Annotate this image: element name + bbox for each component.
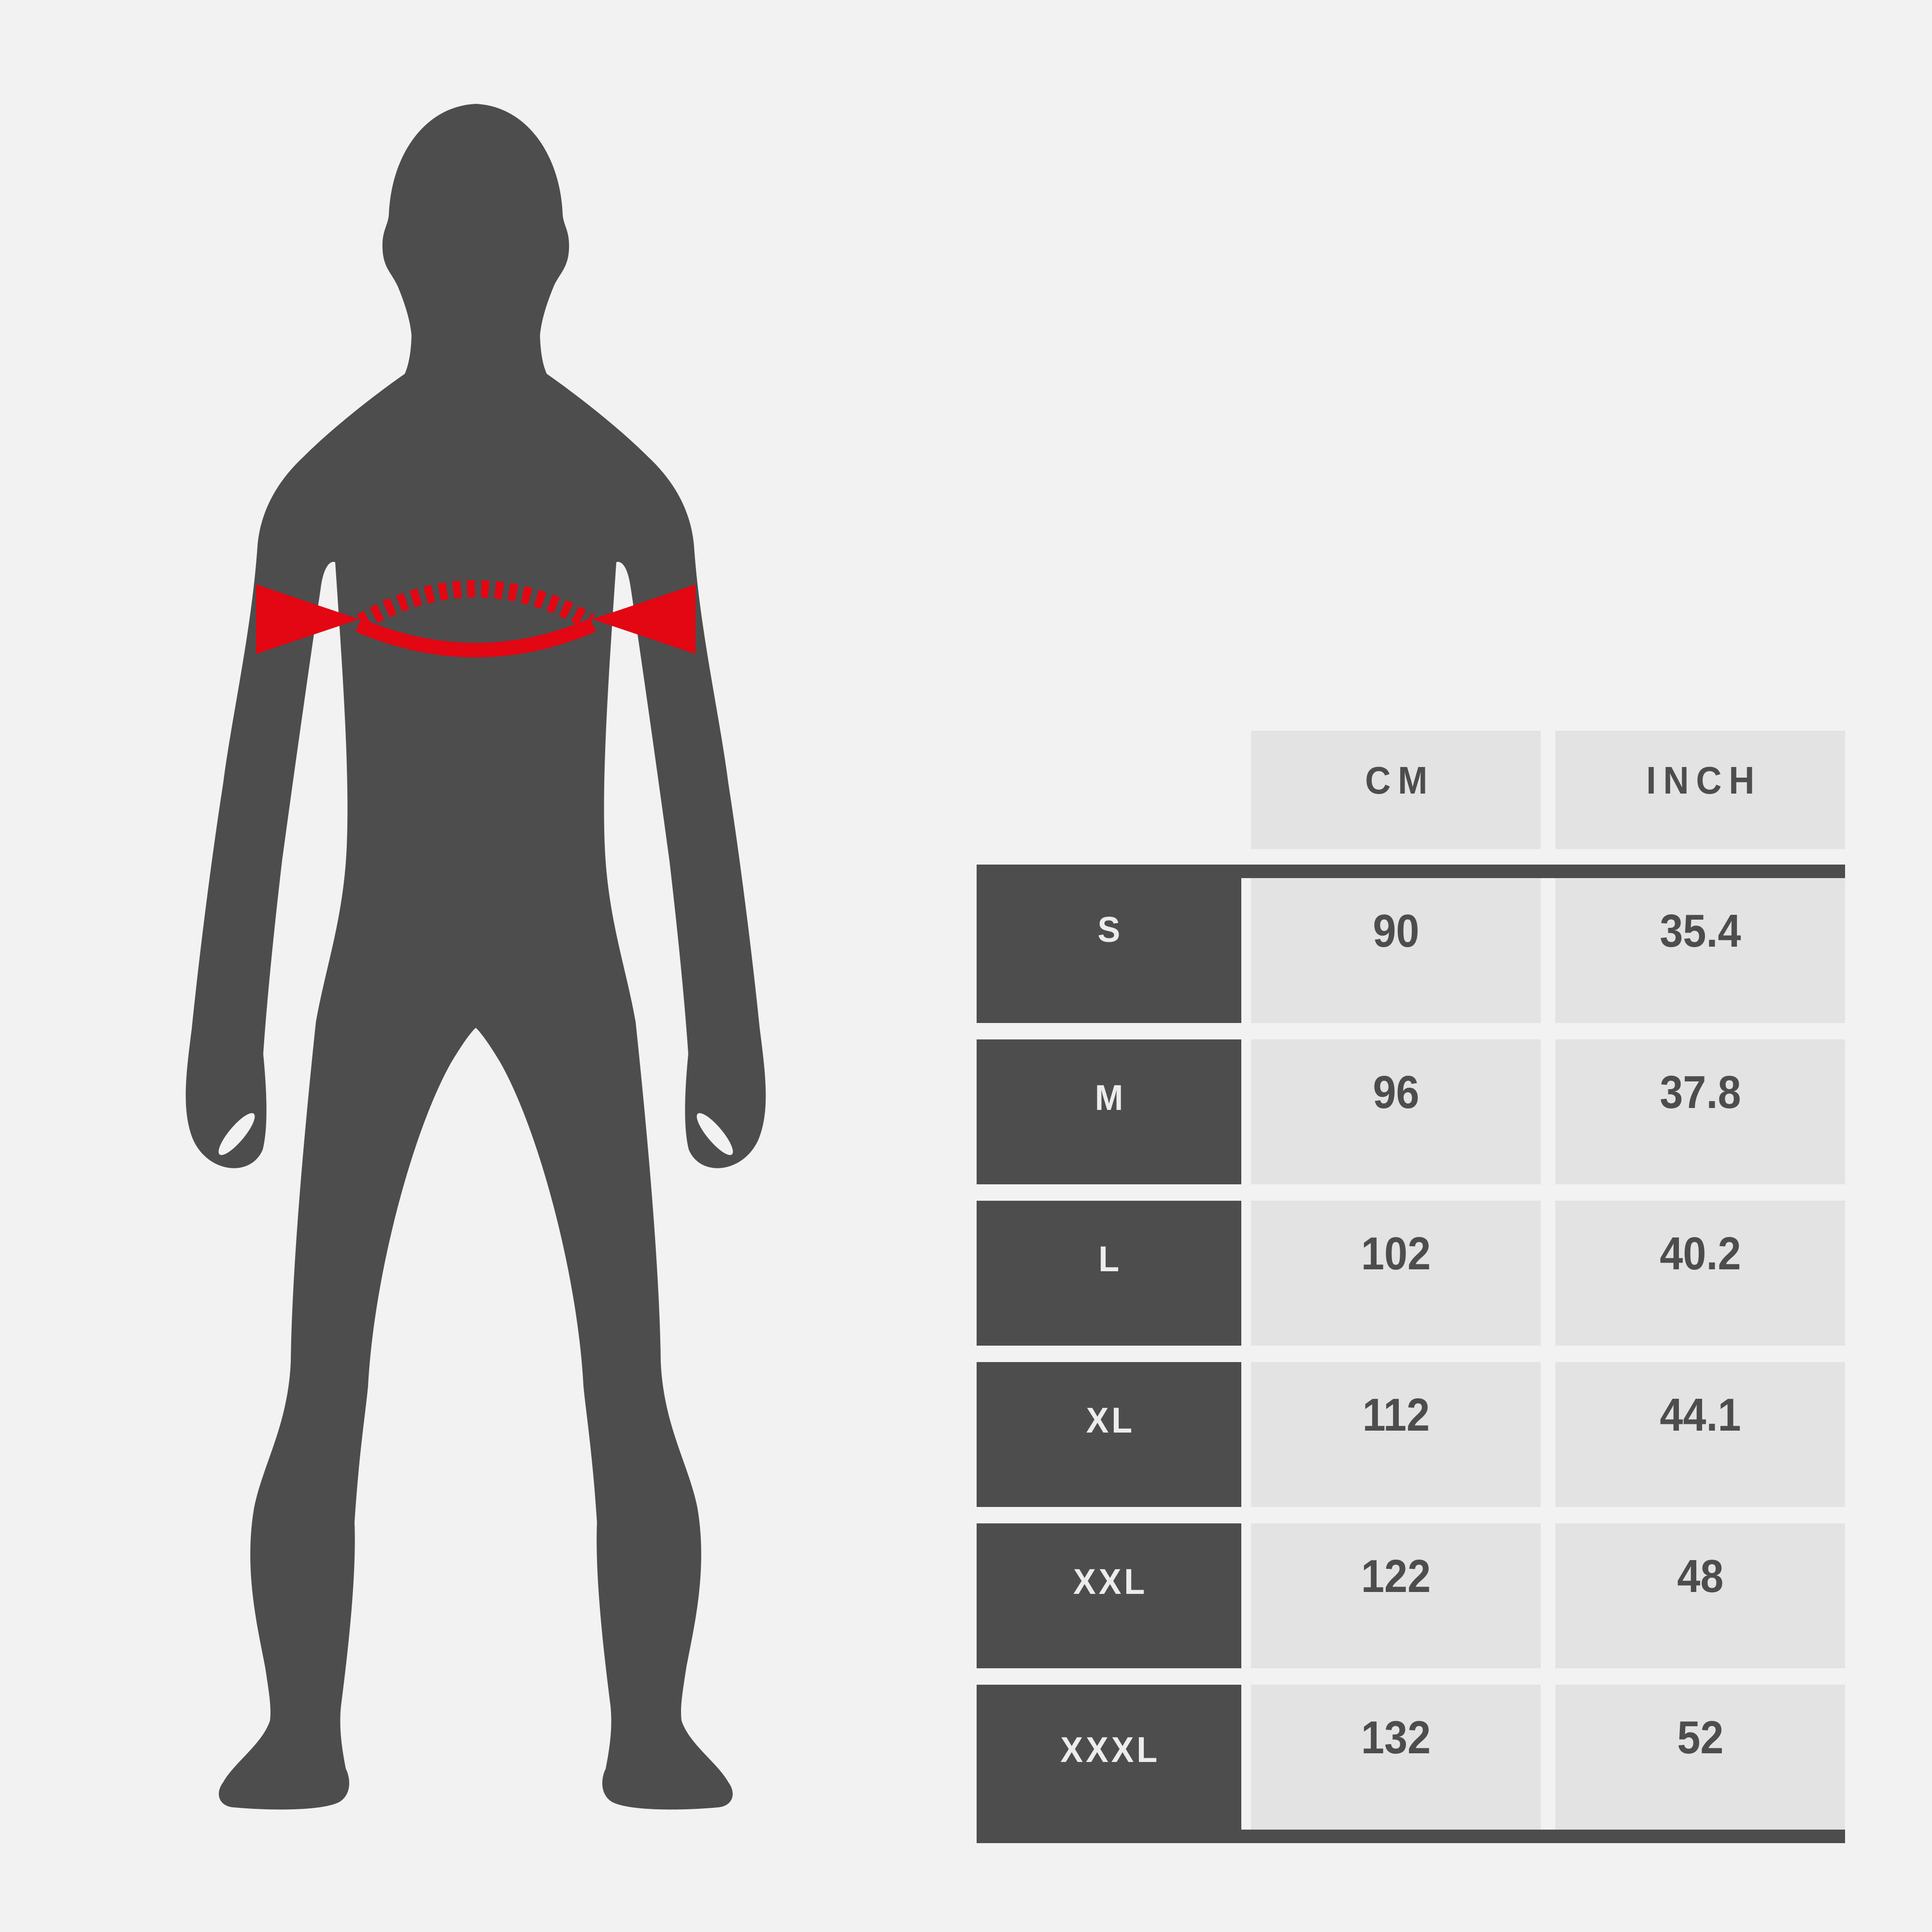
row-label-xl-text: XL bbox=[1086, 1400, 1135, 1440]
cm-value-xxl-text: 122 bbox=[1361, 1550, 1431, 1602]
inch-value-s-text: 35.4 bbox=[1659, 905, 1741, 957]
cm-value-s: 90 bbox=[1251, 878, 1541, 1023]
cm-value-m: 96 bbox=[1251, 1039, 1541, 1184]
chest-measure-arrow-right bbox=[592, 584, 696, 654]
inch-value-s: 35.4 bbox=[1555, 878, 1845, 1023]
cm-value-m-text: 96 bbox=[1372, 1066, 1420, 1118]
inch-value-l: 40.2 bbox=[1555, 1201, 1845, 1346]
row-label-xxxl: XXXL bbox=[977, 1685, 1241, 1843]
body-half-mirror bbox=[185, 104, 476, 1810]
column-header-cm-label: CM bbox=[1365, 758, 1435, 802]
column-header-inch-label: INCH bbox=[1646, 758, 1762, 802]
chest-measure-arrow-left bbox=[256, 584, 359, 654]
inch-value-xl: 44.1 bbox=[1555, 1362, 1845, 1507]
cm-value-l-text: 102 bbox=[1361, 1228, 1431, 1279]
chest-tape-front bbox=[355, 618, 596, 657]
inch-value-xxl-text: 48 bbox=[1676, 1550, 1724, 1602]
body-half-path bbox=[476, 104, 766, 1810]
row-label-xl: XL bbox=[977, 1362, 1241, 1507]
row-label-m: M bbox=[977, 1039, 1241, 1184]
inch-value-xl-text: 44.1 bbox=[1659, 1389, 1741, 1441]
row-label-s-text: S bbox=[1097, 909, 1123, 950]
inch-value-m: 37.8 bbox=[1555, 1039, 1845, 1184]
chest-measurement-tape bbox=[256, 580, 696, 657]
cm-value-l: 102 bbox=[1251, 1201, 1541, 1346]
row-label-xxl-text: XXL bbox=[1073, 1561, 1148, 1602]
column-header-inch: INCH bbox=[1555, 731, 1845, 849]
chest-tape-back-dashed bbox=[356, 580, 595, 630]
row-label-l: L bbox=[977, 1201, 1241, 1346]
left-hand-thumb-gap bbox=[218, 1113, 255, 1155]
size-table: CM INCH S 90 35.4 M 96 37.8 L 102 40.2 X… bbox=[977, 731, 1845, 1843]
male-silhouette bbox=[185, 104, 766, 1810]
cm-value-s-text: 90 bbox=[1372, 905, 1420, 957]
inch-value-xxxl: 52 bbox=[1555, 1685, 1845, 1830]
row-label-xxxl-text: XXXL bbox=[1060, 1729, 1161, 1770]
cm-value-xxxl-text: 132 bbox=[1361, 1712, 1431, 1763]
cm-value-xl: 112 bbox=[1251, 1362, 1541, 1507]
row-label-m-text: M bbox=[1094, 1077, 1126, 1118]
row-label-s: S bbox=[977, 865, 1241, 1023]
inch-value-m-text: 37.8 bbox=[1659, 1066, 1741, 1118]
cm-value-xl-text: 112 bbox=[1362, 1389, 1430, 1441]
row-label-l-text: L bbox=[1098, 1238, 1122, 1279]
cm-value-xxl: 122 bbox=[1251, 1523, 1541, 1668]
inch-value-l-text: 40.2 bbox=[1659, 1228, 1741, 1279]
inch-value-xxl: 48 bbox=[1555, 1523, 1845, 1668]
inch-value-xxxl-text: 52 bbox=[1676, 1712, 1724, 1763]
table-bottom-border bbox=[977, 1830, 1845, 1843]
right-hand-thumb-gap bbox=[696, 1113, 733, 1155]
row-label-xxl: XXL bbox=[977, 1523, 1241, 1668]
cm-value-xxxl: 132 bbox=[1251, 1685, 1541, 1830]
column-header-cm: CM bbox=[1251, 731, 1541, 849]
